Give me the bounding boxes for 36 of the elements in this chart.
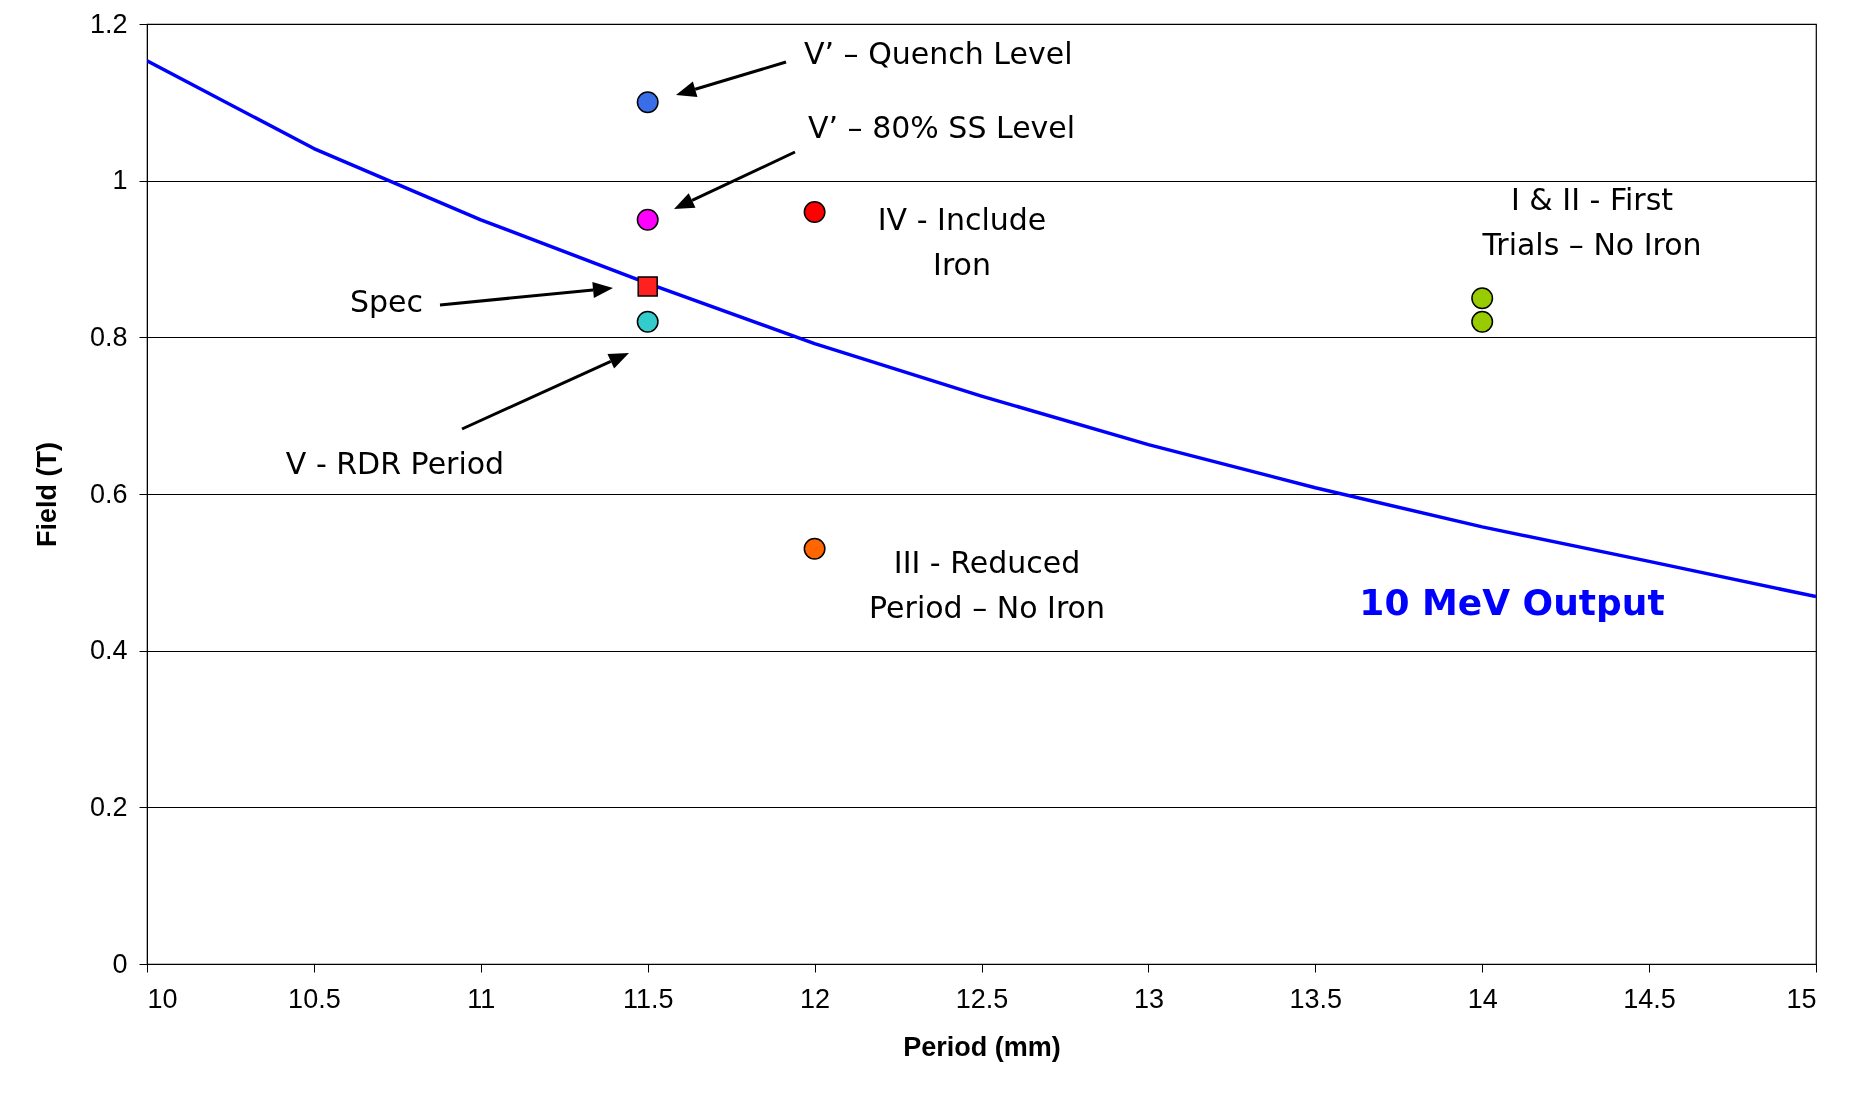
x-tick-label: 14.5 xyxy=(1623,983,1676,1014)
y-axis-title: Field (T) xyxy=(31,442,62,547)
point xyxy=(636,310,659,333)
y-tick-label: 0.6 xyxy=(89,478,128,509)
x-tick-label: 12 xyxy=(800,983,831,1014)
annotation: IV - Include Iron xyxy=(877,202,1047,282)
annotation: III - Reduced Period – No Iron xyxy=(869,545,1105,625)
x-tick-label: 10.5 xyxy=(288,983,341,1014)
y-tick-label: 1 xyxy=(112,165,128,196)
x-tick-label: 11.5 xyxy=(622,983,674,1014)
y-tick-label: 0 xyxy=(112,948,128,979)
y-tick-label: 0.4 xyxy=(89,635,128,666)
point xyxy=(637,276,658,297)
point xyxy=(1471,310,1494,333)
x-tick-label: 14 xyxy=(1467,983,1498,1014)
point xyxy=(636,91,659,114)
x-tick-label: 13.5 xyxy=(1289,983,1343,1014)
point xyxy=(803,537,826,560)
x-tick-label: 10 xyxy=(147,983,178,1014)
y-tick-label: 0.2 xyxy=(89,791,128,822)
annotation: V’ – 80% SS Level xyxy=(808,110,1076,145)
x-tick-label: 13 xyxy=(1133,983,1164,1014)
annotation: V’ – Quench Level xyxy=(804,36,1073,71)
y-tick-label: 1.2 xyxy=(89,8,128,39)
x-tick-label: 15 xyxy=(1786,983,1817,1014)
series-label: 10 MeV Output xyxy=(1359,581,1665,623)
x-axis-title: Period (mm) xyxy=(903,1031,1061,1062)
point xyxy=(636,208,659,231)
y-tick-label: 0.8 xyxy=(89,321,128,352)
point xyxy=(1471,287,1494,310)
point xyxy=(803,201,826,223)
annotation: Spec xyxy=(349,284,423,319)
annotation: I & II - First Trials – No Iron xyxy=(1481,182,1702,262)
annotation: V - RDR Period xyxy=(285,446,505,481)
x-tick-label: 12.5 xyxy=(955,983,1009,1014)
x-tick-label: 11 xyxy=(467,983,496,1014)
